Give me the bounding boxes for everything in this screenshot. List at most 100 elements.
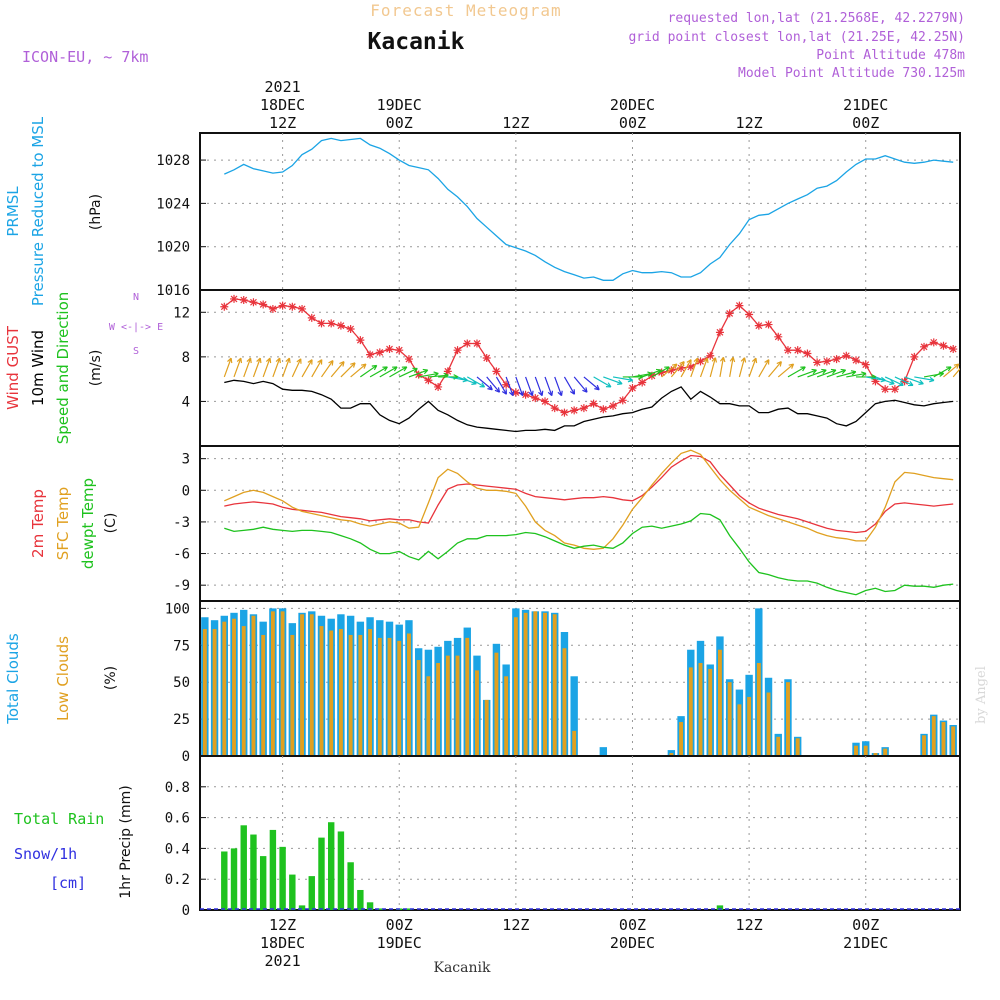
wind-arrow (933, 366, 952, 378)
wind-panel: 4 8 12 (m/s) Wind GUST 10m Wind Speed and Dire… (4, 289, 961, 447)
pressure-ylabel: (hPa) (88, 194, 104, 230)
y-tick-label: 0 (182, 483, 190, 499)
low-cloud-bar (202, 629, 207, 756)
top-time-label: 00Z (386, 114, 413, 132)
precip-bar (298, 905, 306, 910)
location-title: Kacanik (368, 29, 465, 55)
wind-arrow (699, 357, 709, 378)
y-tick-label: 0 (182, 749, 190, 765)
precip-bar (327, 822, 335, 910)
low-cloud-bar (552, 614, 557, 756)
gust-marker (492, 367, 501, 376)
bottom-time-label: 19DEC (377, 934, 422, 952)
low-cloud-bar (494, 652, 499, 756)
side-label: Wind GUST (4, 325, 22, 410)
gust-marker (502, 380, 511, 389)
y-tick-label: 8 (182, 350, 190, 366)
side-label: Speed and Direction (54, 292, 72, 445)
side-label: 10m Wind (29, 330, 47, 406)
side-label: Total Rain (14, 810, 104, 828)
wind-arrow (262, 357, 272, 378)
low-cloud-bar (319, 626, 324, 756)
wind-arrow (252, 357, 262, 378)
gust-marker (890, 385, 899, 394)
gust-marker (268, 304, 277, 313)
low-cloud-bar (747, 696, 752, 756)
gust-marker (832, 355, 841, 364)
low-cloud-bar (854, 745, 858, 756)
gust-marker (560, 408, 569, 417)
gust-marker (754, 321, 763, 330)
y-tick-label: 25 (173, 712, 190, 728)
gust-marker (715, 328, 724, 337)
side-label: PRMSL (4, 186, 22, 237)
y-tick-label: 0.2 (165, 872, 190, 888)
gust-marker (395, 346, 404, 355)
precip-bar (250, 834, 257, 910)
side-label: 2m Temp (29, 489, 47, 558)
wind-arrow (379, 366, 398, 378)
gust-marker (434, 382, 443, 391)
gust-marker (356, 336, 365, 345)
series-line (224, 137, 954, 281)
y-tick-label: 3 (182, 452, 190, 468)
side-label: SFC Temp (54, 487, 72, 560)
precip-bar (221, 851, 228, 910)
y-tick-label: 1024 (156, 196, 190, 212)
low-cloud-bar (416, 660, 421, 756)
low-cloud-bar (873, 753, 878, 756)
series-line (224, 379, 954, 433)
gust-marker (482, 353, 491, 362)
top-time-label: 00Z (619, 114, 646, 132)
gust-marker (881, 385, 890, 394)
gust-marker (278, 301, 287, 310)
series-line (224, 454, 954, 534)
wind-arrow (807, 368, 827, 378)
wind-arrow (943, 363, 960, 378)
wind-arrow (768, 361, 782, 378)
wind-arrow (369, 366, 388, 378)
gust-marker (453, 346, 462, 355)
low-cloud-bar (358, 634, 363, 756)
precip-bar (259, 856, 267, 910)
gust-marker (521, 390, 530, 399)
wind-arrow (680, 359, 692, 378)
low-cloud-bar (407, 633, 411, 756)
wind-arrow (661, 363, 678, 378)
low-cloud-bar (737, 704, 742, 756)
gust-marker (230, 294, 239, 303)
wind-arrow (797, 368, 817, 378)
precip-bar (376, 908, 384, 910)
gust-marker (677, 364, 686, 372)
wind-arrow (505, 376, 515, 397)
wind-arrow (223, 357, 233, 378)
wind-arrow (573, 376, 588, 393)
wind-arrow (466, 376, 486, 388)
series-line (224, 449, 954, 550)
wind-arrow (719, 356, 726, 378)
wind-arrow (583, 376, 600, 391)
gust-marker (366, 350, 375, 359)
gust-marker (706, 351, 715, 360)
gust-marker (745, 310, 754, 319)
gust-marker (239, 296, 248, 305)
precip-bar (347, 862, 354, 910)
low-cloud-bar (922, 735, 926, 756)
precip-bar (240, 825, 247, 910)
y-tick-label: 50 (173, 675, 190, 691)
bottom-time-label: 18DEC (260, 934, 305, 952)
wind-arrow (777, 363, 795, 378)
gust-marker (803, 349, 812, 358)
low-cloud-bar (786, 682, 790, 756)
temperature-frame (199, 445, 961, 602)
wind-ylabel: (m/s) (88, 350, 104, 387)
low-cloud-bar (426, 676, 431, 756)
low-cloud-bar (212, 629, 217, 756)
gust-marker (696, 357, 705, 366)
low-cloud-bar (756, 663, 761, 756)
precip-bar (279, 846, 286, 910)
top-time-label: 00Z (852, 114, 879, 132)
wind-arrow (846, 371, 867, 378)
low-cloud-bar (338, 629, 343, 756)
